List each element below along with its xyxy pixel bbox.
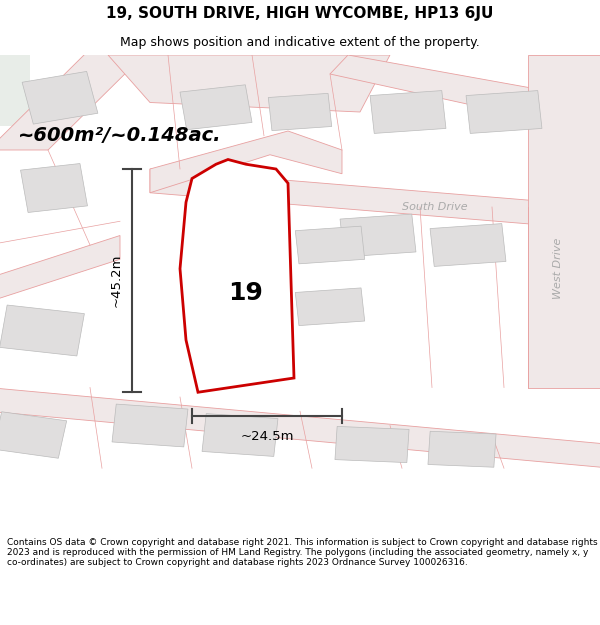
Polygon shape (22, 71, 98, 124)
Polygon shape (0, 236, 120, 302)
Polygon shape (0, 55, 30, 126)
Polygon shape (0, 31, 168, 150)
Polygon shape (466, 91, 542, 133)
Text: Contains OS data © Crown copyright and database right 2021. This information is : Contains OS data © Crown copyright and d… (7, 538, 598, 568)
Text: ~24.5m: ~24.5m (240, 430, 294, 443)
Polygon shape (150, 169, 600, 231)
Polygon shape (0, 412, 67, 458)
Polygon shape (20, 164, 88, 212)
Polygon shape (370, 91, 446, 133)
Polygon shape (180, 159, 294, 392)
Polygon shape (150, 131, 342, 192)
Polygon shape (335, 426, 409, 462)
Text: 19: 19 (229, 281, 263, 304)
Text: South Drive: South Drive (402, 202, 467, 212)
Polygon shape (295, 226, 365, 264)
Text: Map shows position and indicative extent of the property.: Map shows position and indicative extent… (120, 36, 480, 49)
Polygon shape (295, 288, 365, 326)
Polygon shape (180, 85, 252, 130)
Text: West Drive: West Drive (553, 238, 563, 299)
Text: 19, SOUTH DRIVE, HIGH WYCOMBE, HP13 6JU: 19, SOUTH DRIVE, HIGH WYCOMBE, HP13 6JU (106, 6, 494, 21)
Polygon shape (330, 55, 600, 136)
Polygon shape (108, 55, 390, 112)
Text: ~45.2m: ~45.2m (110, 254, 123, 308)
Polygon shape (268, 93, 332, 131)
Polygon shape (528, 55, 600, 388)
Polygon shape (428, 431, 496, 468)
Polygon shape (340, 214, 416, 257)
Polygon shape (202, 414, 278, 456)
Polygon shape (0, 305, 85, 356)
Polygon shape (0, 388, 600, 468)
Polygon shape (430, 224, 506, 266)
Text: ~600m²/~0.148ac.: ~600m²/~0.148ac. (18, 126, 221, 145)
Polygon shape (112, 404, 188, 447)
